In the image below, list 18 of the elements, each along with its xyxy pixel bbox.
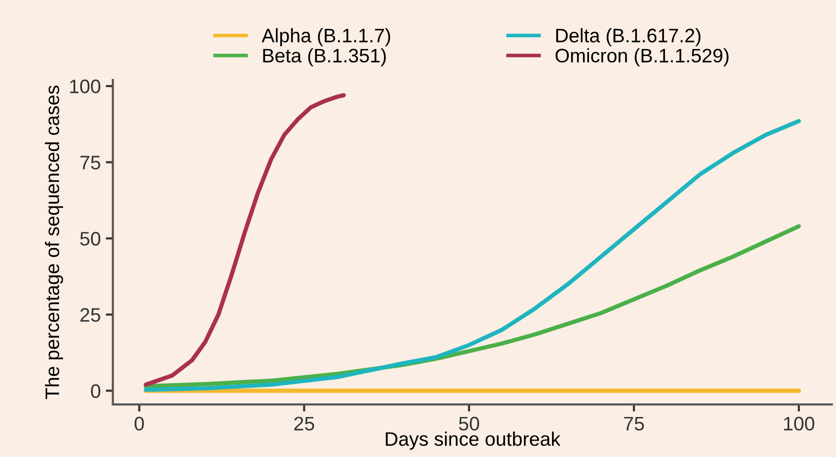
x-tick-label: 100 — [784, 416, 814, 431]
line-series — [144, 119, 801, 392]
x-tick-label: 25 — [294, 416, 314, 431]
legend-label: Alpha (B.1.1.7) — [262, 28, 390, 46]
y-tick-label: 50 — [80, 232, 100, 246]
x-axis-title: Days since outbreak — [386, 432, 560, 450]
y-tick-label: 75 — [80, 156, 100, 170]
x-tick-label: 50 — [459, 416, 480, 431]
legend-label: Beta (B.1.351) — [263, 48, 386, 66]
line-series — [144, 93, 346, 387]
y-tick-label: 100 — [70, 80, 100, 94]
legend-label: Delta (B.1.617.2) — [556, 28, 700, 46]
y-tick-label: 0 — [91, 384, 100, 398]
y-tick-label: 25 — [80, 308, 100, 322]
x-tick-label: 75 — [624, 416, 644, 431]
x-tick-label: 0 — [134, 416, 144, 431]
y-axis-title: The percentage of sequenced cases — [44, 86, 64, 400]
legend-label: Omicron (B.1.1.529) — [556, 48, 729, 66]
